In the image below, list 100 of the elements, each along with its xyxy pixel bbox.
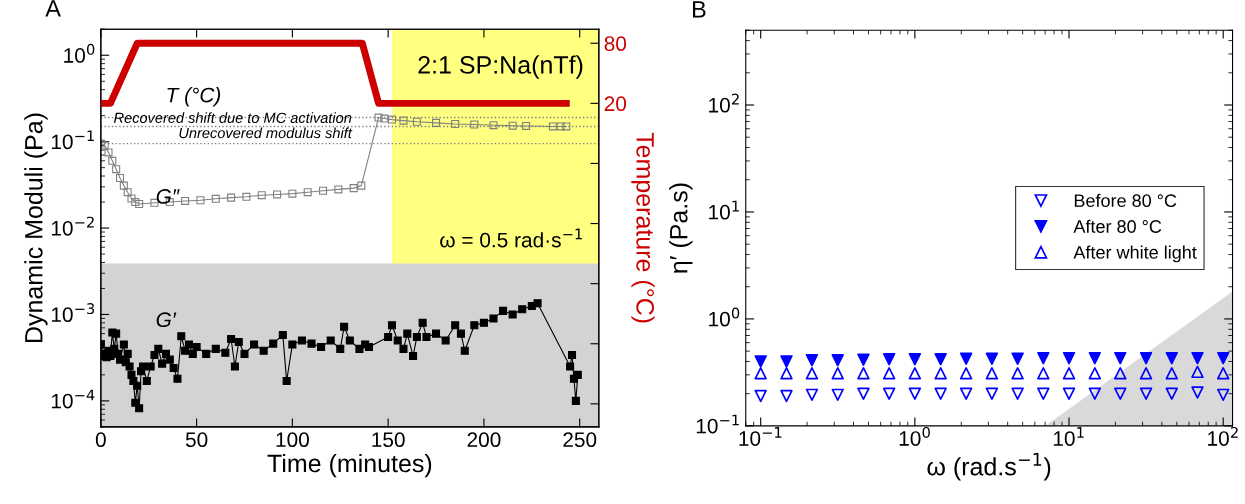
y2-tick-label: 20 <box>604 96 627 112</box>
point <box>908 387 922 400</box>
point <box>131 198 140 207</box>
point <box>508 121 517 130</box>
point <box>805 367 819 380</box>
x-tick-label: 10$^{−1}$ <box>739 427 782 446</box>
point <box>470 120 479 129</box>
point <box>1139 367 1153 380</box>
point <box>548 122 557 131</box>
point <box>334 185 343 194</box>
point <box>1011 352 1024 365</box>
point <box>780 367 793 380</box>
point <box>1114 367 1127 380</box>
point <box>882 353 896 366</box>
point <box>754 367 767 380</box>
point <box>1088 367 1102 380</box>
x-tick-label: 10$^{0}$ <box>899 426 930 446</box>
point <box>412 117 421 126</box>
point <box>119 181 128 190</box>
point <box>211 194 220 203</box>
y-tick-label: 10$^{−3}$ <box>51 303 95 323</box>
x-tick-label: 100 <box>276 432 309 448</box>
point <box>242 192 251 201</box>
point <box>1216 388 1230 402</box>
x-axis-title: Time (minutes) <box>267 453 432 478</box>
point <box>387 115 397 124</box>
point <box>1191 351 1204 365</box>
point <box>1216 367 1230 380</box>
point <box>556 122 565 131</box>
x-tick-label: 10$^{2}$ <box>1208 426 1238 446</box>
point <box>882 387 896 400</box>
annotation: ω = 0.5 rad·s$^{−1}$ <box>440 228 582 248</box>
point <box>1062 387 1076 400</box>
point <box>1088 387 1102 400</box>
y2-tick-label: 80 <box>604 36 627 52</box>
point <box>934 387 947 400</box>
point <box>831 367 844 380</box>
x-tick-label: 0 <box>95 432 106 448</box>
point <box>273 190 282 199</box>
point <box>959 352 973 365</box>
y-tick-label: 10$^{−4}$ <box>51 389 95 409</box>
point <box>908 353 922 366</box>
point <box>100 141 109 150</box>
point <box>1114 387 1127 400</box>
point <box>196 196 205 205</box>
x-tick-label: 150 <box>372 432 405 448</box>
y-tick-label: 10$^{1}$ <box>709 200 739 220</box>
point <box>831 354 844 367</box>
point <box>985 367 999 380</box>
legend-label: After 80 °C <box>1073 219 1162 233</box>
x-tick-label: 250 <box>563 432 597 448</box>
point <box>754 389 767 403</box>
point <box>857 387 870 400</box>
point <box>805 354 819 367</box>
point <box>780 355 793 368</box>
point <box>1037 367 1050 380</box>
point <box>319 186 328 195</box>
point <box>115 173 125 182</box>
point <box>135 199 144 209</box>
point <box>1114 351 1127 365</box>
point <box>1011 387 1024 400</box>
point <box>104 148 113 157</box>
text: T (°C) <box>167 87 221 107</box>
legend-label: Before 80 °C <box>1074 193 1177 208</box>
point <box>432 118 441 127</box>
point <box>780 389 793 403</box>
point <box>882 367 896 380</box>
point <box>831 388 844 402</box>
point <box>562 122 571 131</box>
point <box>127 194 136 203</box>
point <box>1037 351 1050 365</box>
point <box>257 191 266 200</box>
point <box>522 121 531 130</box>
point <box>227 193 236 202</box>
point <box>985 352 999 365</box>
x-tick-label: 10$^{1}$ <box>1053 427 1084 446</box>
point <box>959 367 973 380</box>
point <box>108 156 117 165</box>
point <box>985 387 999 400</box>
point <box>934 367 947 380</box>
point <box>1191 386 1204 399</box>
y2-axis-title: Temperature (°C) <box>631 132 655 323</box>
y-axis-title: η′ (Pa.s) <box>669 183 693 273</box>
point <box>1037 387 1050 400</box>
chart-title: A <box>45 0 61 17</box>
point <box>934 353 947 366</box>
annotation: 2:1 SP:Na(nTf) <box>418 55 583 79</box>
point <box>857 367 870 380</box>
point <box>399 116 408 125</box>
point <box>805 388 819 402</box>
y-tick-label: 10$^{0}$ <box>709 307 740 327</box>
point <box>357 181 366 190</box>
point <box>1216 351 1230 365</box>
point <box>303 188 312 197</box>
point <box>1062 367 1076 380</box>
series-label: G″ <box>156 189 180 204</box>
point <box>1011 367 1024 380</box>
point <box>489 121 498 130</box>
legend-label: After white light <box>1073 245 1197 263</box>
series-label: G′ <box>156 312 177 328</box>
